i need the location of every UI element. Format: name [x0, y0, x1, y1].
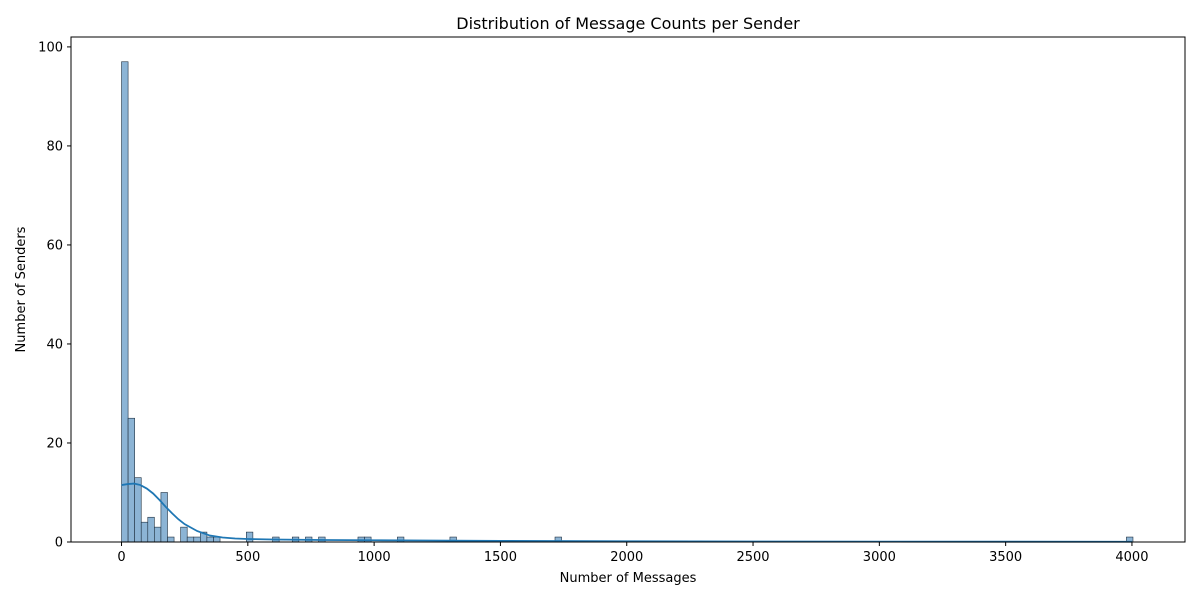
histogram-bar: [121, 61, 129, 543]
x-tick-label: 500: [235, 550, 260, 565]
chart-title: Distribution of Message Counts per Sende…: [456, 14, 800, 33]
x-tick-label: 2500: [736, 550, 769, 565]
y-tick-label: 40: [46, 337, 63, 352]
x-tick-label: 3000: [863, 550, 896, 565]
histogram-bar: [127, 417, 135, 543]
y-tick-label: 80: [46, 139, 63, 154]
y-tick-label: 60: [46, 238, 63, 253]
kde-curve: [121, 482, 1132, 543]
y-tick-label: 100: [38, 40, 63, 55]
x-tick-label: 3500: [989, 550, 1022, 565]
x-tick-label: 1000: [358, 550, 391, 565]
plot-area-frame: [70, 36, 1186, 543]
histogram-bar: [147, 516, 155, 543]
x-tick-label: 4000: [1115, 550, 1148, 565]
histogram-bar: [246, 531, 254, 543]
histogram-bar: [134, 477, 142, 543]
histogram-bar: [206, 536, 214, 543]
histogram-bar: [140, 521, 149, 543]
x-tick-label: 2000: [610, 550, 643, 565]
histogram-bar: [180, 526, 188, 543]
x-axis-title: Number of Messages: [560, 571, 697, 586]
histogram-bar: [160, 492, 168, 543]
histogram-bar: [167, 536, 175, 543]
histogram-bar: [193, 536, 201, 543]
x-axis: 0 500 1000 1500 2000 2500 3000 3500 4000: [117, 542, 1148, 565]
x-tick-label: 1500: [484, 550, 517, 565]
y-tick-label: 0: [55, 536, 63, 551]
y-axis-title: Number of Senders: [14, 226, 29, 352]
x-tick-label: 0: [117, 550, 125, 565]
y-tick-label: 20: [46, 436, 63, 451]
y-axis: 0 20 40 60 80 100: [38, 40, 71, 551]
histogram-bar: [186, 536, 195, 543]
histogram-bars: [121, 61, 1134, 543]
histogram-bar: [154, 526, 162, 543]
